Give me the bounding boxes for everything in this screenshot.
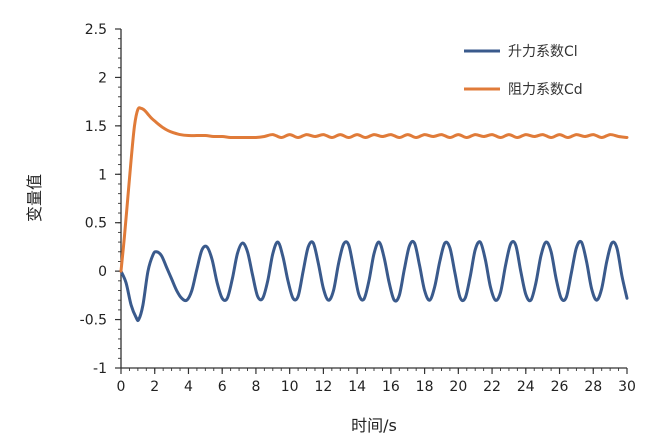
y-tick-label: 0: [98, 264, 107, 280]
series-line-drag-cd: [119, 106, 629, 273]
x-tick-label: 16: [382, 379, 400, 395]
x-tick-label: 24: [517, 379, 535, 395]
series-line-lift-cl: [119, 239, 629, 323]
series-layer: [119, 106, 629, 323]
x-tick-label: 28: [584, 379, 602, 395]
y-tick-label: 2: [98, 70, 107, 86]
x-tick-label: 2: [150, 379, 159, 395]
legend-label: 阻力系数Cd: [508, 82, 583, 98]
x-tick-label: 0: [117, 379, 126, 395]
x-tick-label: 10: [281, 379, 299, 395]
x-tick-label: 22: [483, 379, 501, 395]
x-tick-label: 20: [449, 379, 467, 395]
x-tick-label: 14: [348, 379, 366, 395]
x-tick-label: 26: [551, 379, 569, 395]
y-tick-label: 1: [98, 167, 107, 183]
x-axis-title: 时间/s: [351, 416, 397, 435]
x-tick-label: 30: [618, 379, 636, 395]
x-tick-label: 6: [218, 379, 227, 395]
y-tick-label: 2.5: [85, 22, 107, 38]
y-tick-label: -1: [93, 361, 107, 377]
y-tick-label: 1.5: [85, 119, 107, 135]
legend: 升力系数Cl 阻力系数Cd: [464, 44, 583, 98]
x-tick-label: 18: [416, 379, 434, 395]
y-tick-label: 0.5: [85, 216, 107, 232]
y-tick-label: -0.5: [80, 313, 107, 329]
x-tick-label: 4: [184, 379, 193, 395]
y-axis-title: 变量值: [25, 174, 44, 222]
x-tick-label: 12: [314, 379, 332, 395]
legend-label: 升力系数Cl: [508, 44, 578, 60]
x-tick-label: 8: [251, 379, 260, 395]
axes: 2.521.510.50-0.5-10 2 4 6 8 10 12 14 16 18 20 22 24 2…: [80, 22, 636, 395]
